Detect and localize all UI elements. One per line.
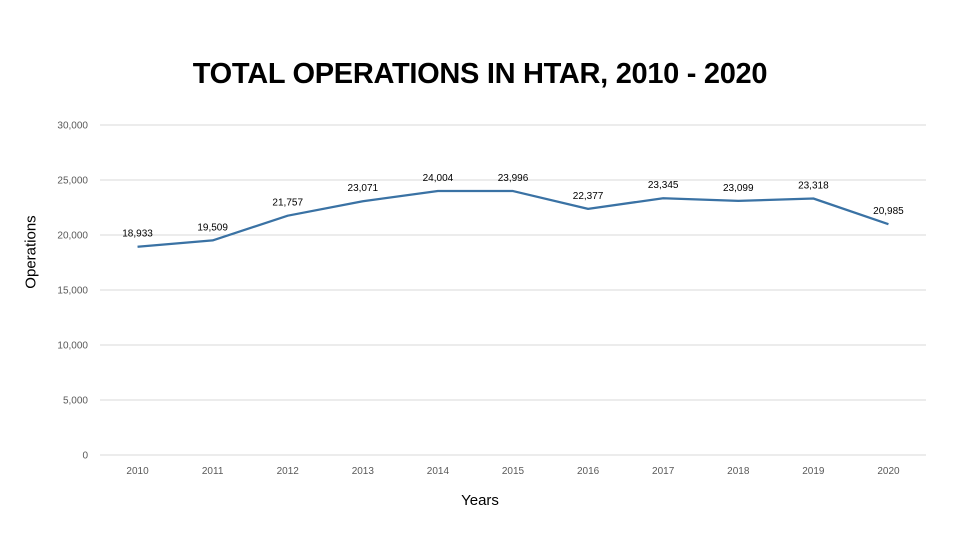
x-tick-label: 2014	[427, 466, 450, 477]
data-label: 23,318	[798, 181, 829, 192]
series-line	[137, 189, 889, 248]
data-label: 23,099	[723, 183, 754, 194]
x-tick-label: 2010	[126, 466, 149, 477]
x-tick-label: 2015	[502, 466, 525, 477]
y-tick-label: 10,000	[57, 341, 88, 352]
data-label: 23,071	[348, 183, 379, 194]
data-labels: 18,933 19,509 21,757 23,071 24,004 23,996 22,3…	[122, 173, 904, 240]
x-tick-label: 2018	[727, 466, 750, 477]
y-tick-label: 25,000	[57, 176, 88, 187]
data-label: 22,377	[573, 191, 604, 202]
x-tick-label: 2017	[652, 466, 675, 477]
data-label: 24,004	[423, 173, 454, 184]
y-tick-label: 0	[82, 451, 88, 462]
x-tick-label: 2012	[277, 466, 300, 477]
x-tick-label: 2016	[577, 466, 600, 477]
y-tick-label: 5,000	[63, 396, 88, 407]
data-label: 23,345	[648, 180, 679, 191]
data-label: 18,933	[122, 229, 153, 240]
chart-title: TOTAL OPERATIONS IN HTAR, 2010 - 2020	[192, 58, 768, 90]
x-axis-label: Years	[461, 492, 499, 509]
x-tick-label: 2013	[352, 466, 375, 477]
data-label: 20,985	[873, 206, 904, 217]
data-label: 21,757	[272, 198, 303, 209]
x-axis-ticks: 2010 2011 2012 2013 2014 2015 2016 2017 2018 2019…	[126, 466, 900, 477]
y-tick-label: 20,000	[57, 231, 88, 242]
y-tick-label: 30,000	[57, 121, 88, 132]
y-tick-label: 15,000	[57, 286, 88, 297]
x-tick-label: 2019	[802, 466, 825, 477]
data-label: 19,509	[197, 222, 228, 233]
gridlines	[100, 124, 926, 456]
y-axis-ticks: 0 5,000 10,000 15,000 20,000 25,000 30,000	[57, 121, 88, 462]
series-operations	[137, 189, 889, 248]
x-tick-label: 2020	[877, 466, 900, 477]
x-tick-label: 2011	[202, 466, 224, 477]
data-label: 23,996	[498, 173, 529, 184]
